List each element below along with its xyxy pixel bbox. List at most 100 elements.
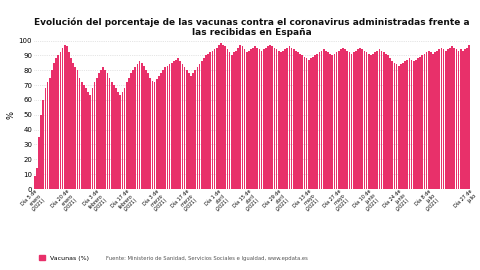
Bar: [89, 95, 91, 189]
Bar: [374, 52, 376, 189]
Bar: [383, 52, 384, 189]
Bar: [316, 54, 318, 189]
Bar: [207, 54, 209, 189]
Bar: [152, 81, 153, 189]
Bar: [168, 64, 170, 189]
Y-axis label: %: %: [7, 111, 16, 119]
Bar: [70, 58, 72, 189]
Bar: [394, 63, 395, 189]
Bar: [111, 82, 113, 189]
Bar: [256, 48, 258, 189]
Bar: [134, 67, 136, 189]
Bar: [36, 168, 37, 189]
Bar: [454, 48, 455, 189]
Bar: [334, 54, 336, 189]
Bar: [209, 52, 211, 189]
Bar: [265, 48, 267, 189]
Bar: [216, 48, 217, 189]
Bar: [42, 100, 44, 189]
Bar: [120, 95, 121, 189]
Bar: [300, 54, 301, 189]
Bar: [284, 49, 286, 189]
Bar: [72, 63, 74, 189]
Bar: [188, 73, 190, 189]
Bar: [451, 46, 453, 189]
Bar: [167, 66, 168, 189]
Bar: [192, 73, 194, 189]
Bar: [351, 54, 352, 189]
Bar: [342, 48, 344, 189]
Bar: [77, 70, 78, 189]
Bar: [87, 92, 89, 189]
Bar: [132, 70, 134, 189]
Bar: [240, 45, 241, 189]
Bar: [366, 52, 367, 189]
Bar: [203, 58, 204, 189]
Bar: [55, 58, 57, 189]
Bar: [288, 46, 290, 189]
Bar: [137, 64, 138, 189]
Bar: [443, 49, 444, 189]
Bar: [428, 51, 430, 189]
Bar: [34, 176, 36, 189]
Bar: [379, 49, 380, 189]
Bar: [61, 48, 63, 189]
Bar: [68, 52, 70, 189]
Bar: [184, 67, 185, 189]
Bar: [441, 48, 443, 189]
Bar: [113, 85, 115, 189]
Bar: [175, 60, 177, 189]
Bar: [353, 52, 355, 189]
Bar: [297, 52, 299, 189]
Bar: [173, 61, 175, 189]
Bar: [269, 45, 271, 189]
Bar: [344, 49, 346, 189]
Bar: [79, 78, 81, 189]
Bar: [426, 52, 427, 189]
Bar: [413, 61, 415, 189]
Bar: [237, 48, 239, 189]
Bar: [363, 51, 365, 189]
Bar: [336, 52, 337, 189]
Bar: [439, 49, 440, 189]
Bar: [154, 82, 156, 189]
Bar: [254, 46, 256, 189]
Bar: [272, 46, 273, 189]
Bar: [321, 51, 323, 189]
Bar: [359, 48, 361, 189]
Bar: [227, 49, 228, 189]
Bar: [407, 60, 408, 189]
Bar: [327, 52, 329, 189]
Bar: [109, 78, 110, 189]
Bar: [368, 54, 370, 189]
Bar: [347, 51, 348, 189]
Bar: [310, 58, 312, 189]
Bar: [214, 49, 216, 189]
Bar: [205, 55, 207, 189]
Bar: [250, 49, 252, 189]
Bar: [196, 67, 198, 189]
Bar: [458, 51, 459, 189]
Bar: [147, 73, 149, 189]
Bar: [293, 49, 295, 189]
Bar: [100, 70, 102, 189]
Bar: [121, 92, 123, 189]
Bar: [434, 52, 436, 189]
Bar: [107, 73, 108, 189]
Bar: [338, 51, 339, 189]
Bar: [398, 66, 399, 189]
Bar: [66, 46, 68, 189]
Bar: [139, 61, 141, 189]
Bar: [280, 52, 282, 189]
Bar: [126, 82, 128, 189]
Bar: [83, 85, 85, 189]
Bar: [460, 49, 462, 189]
Bar: [295, 51, 297, 189]
Legend: Vacunas (%): Vacunas (%): [37, 252, 92, 263]
Bar: [160, 73, 162, 189]
Bar: [261, 51, 263, 189]
Bar: [432, 54, 434, 189]
Bar: [102, 67, 104, 189]
Bar: [81, 82, 83, 189]
Bar: [278, 51, 280, 189]
